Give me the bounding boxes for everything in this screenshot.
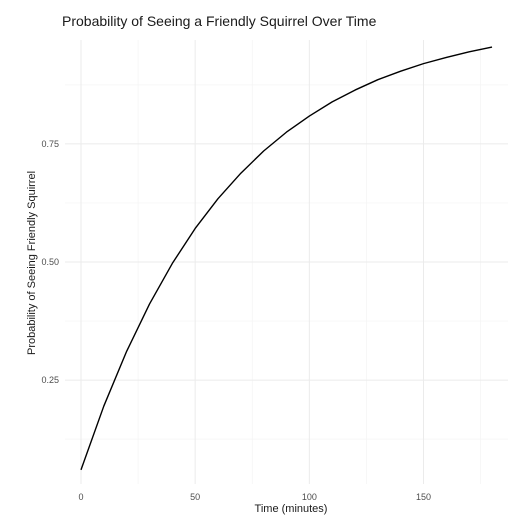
x-axis-title: Time (minutes) [255, 503, 328, 515]
grid [65, 40, 508, 484]
y-tick-label: 0.50 [41, 257, 59, 267]
data-line-layer [80, 46, 493, 471]
y-tick-labels: 0.25 0.50 0.75 [41, 139, 59, 385]
y-tick-label: 0.75 [41, 139, 59, 149]
x-tick-label: 50 [190, 492, 200, 502]
x-tick-label: 0 [78, 492, 83, 502]
x-tick-label: 100 [302, 492, 317, 502]
y-tick-label: 0.25 [41, 375, 59, 385]
y-axis-title: Probability of Seeing Friendly Squirrel [26, 171, 38, 355]
probability-line [80, 46, 493, 471]
chart-title: Probability of Seeing a Friendly Squirre… [62, 13, 377, 29]
x-tick-label: 150 [416, 492, 431, 502]
x-tick-labels: 0 50 100 150 [78, 492, 431, 502]
